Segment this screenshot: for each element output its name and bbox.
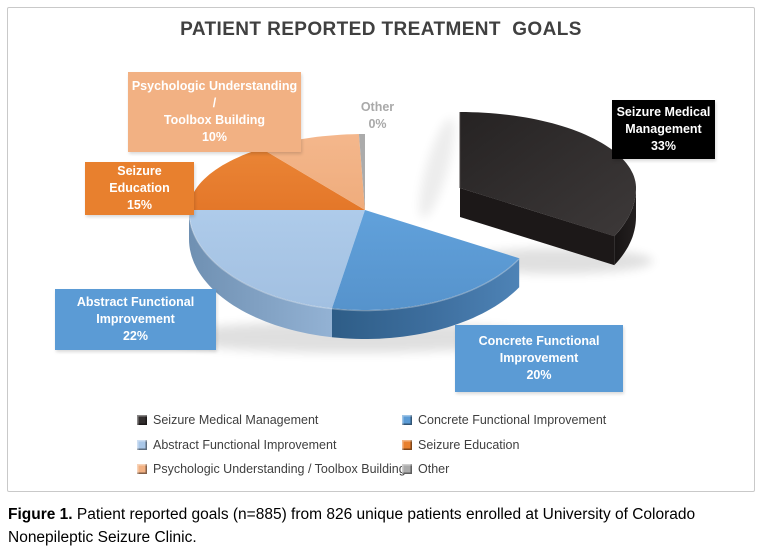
callout-line: 0% — [368, 117, 387, 131]
callout-abstract-functional-improvement: Abstract Functional Improvement 22% — [55, 289, 216, 350]
legend-item-concrete-functional-improvement: Concrete Functional Improvement — [402, 408, 606, 433]
legend-item-abstract-functional-improvement: Abstract Functional Improvement — [137, 433, 402, 458]
pie-render-group — [170, 112, 653, 353]
legend-marker-icon — [137, 464, 147, 475]
legend-marker-icon — [402, 464, 412, 475]
slice-concrete-functional-improvement-rim — [332, 258, 520, 339]
legend-item-seizure-education: Seizure Education — [402, 433, 606, 458]
callout-line: Management — [625, 122, 702, 136]
figure-caption-text: Patient reported goals (n=885) from 826 … — [8, 506, 696, 546]
legend-label: Abstract Functional Improvement — [153, 437, 337, 452]
slice-psychologic-understanding-toolbox-building-top — [261, 134, 365, 210]
legend-marker-icon — [402, 415, 412, 426]
callout-line: Psychologic Understanding / — [131, 79, 298, 110]
slice-seizure-medical-management-side — [460, 188, 615, 266]
slice-abstract-functional-improvement-rim — [189, 210, 332, 338]
legend-item-psychologic-understanding-toolbox-building: Psychologic Understanding / Toolbox Buil… — [137, 457, 406, 482]
slice-seizure-medical-management-rim — [614, 188, 636, 266]
chart-legend: Seizure Medical Management Concrete Funct… — [137, 408, 606, 482]
callout-line: 15% — [126, 198, 153, 212]
callout-line: Toolbox Building — [163, 113, 266, 127]
legend-marker-icon — [402, 439, 412, 450]
callout-line: Improvement — [499, 351, 579, 365]
chart-title: PATIENT REPORTED TREATMENT GOALS — [180, 19, 582, 40]
callout-line: Improvement — [96, 312, 175, 326]
slice-abstract-functional-improvement-top — [189, 210, 365, 309]
legend-marker-icon — [137, 439, 147, 450]
callout-line: Seizure Medical — [616, 105, 711, 119]
callout-line: 10% — [201, 130, 228, 144]
callout-psychologic-understanding-toolbox-building: Psychologic Understanding / Toolbox Build… — [128, 72, 301, 152]
pie-front-edge-highlight — [188, 214, 520, 312]
callout-line: Concrete Functional — [478, 334, 600, 348]
callout-line: 33% — [650, 139, 677, 153]
legend-marker-icon — [137, 415, 147, 426]
callout-seizure-medical-management: Seizure Medical Management 33% — [612, 100, 715, 159]
callout-line: Abstract Functional — [76, 295, 195, 309]
callout-line: Other — [360, 100, 395, 114]
legend-label: Concrete Functional Improvement — [418, 413, 607, 428]
figure-caption: Figure 1. Patient reported goals (n=885)… — [8, 503, 748, 549]
callout-seizure-education: Seizure Education 15% — [85, 162, 194, 215]
callout-other: Other 0% — [340, 99, 415, 133]
legend-label: Other — [418, 462, 450, 477]
legend-label: Seizure Medical Management — [153, 413, 319, 428]
slice-seizure-medical-management-top — [460, 112, 636, 237]
figure-caption-label: Figure 1. — [8, 506, 73, 523]
legend-item-seizure-medical-management: Seizure Medical Management — [137, 408, 402, 433]
legend-item-other: Other — [402, 457, 606, 482]
callout-line: Seizure Education — [109, 164, 170, 195]
legend-label: Seizure Education — [418, 437, 520, 452]
callout-concrete-functional-improvement: Concrete Functional Improvement 20% — [455, 325, 623, 392]
callout-line: 20% — [526, 368, 552, 382]
callout-line: 22% — [122, 329, 149, 343]
slice-concrete-functional-improvement-top — [332, 210, 520, 310]
slice-seizure-education-top — [189, 148, 365, 210]
legend-label: Psychologic Understanding / Toolbox Buil… — [153, 462, 406, 477]
slice-other-top — [358, 134, 365, 210]
